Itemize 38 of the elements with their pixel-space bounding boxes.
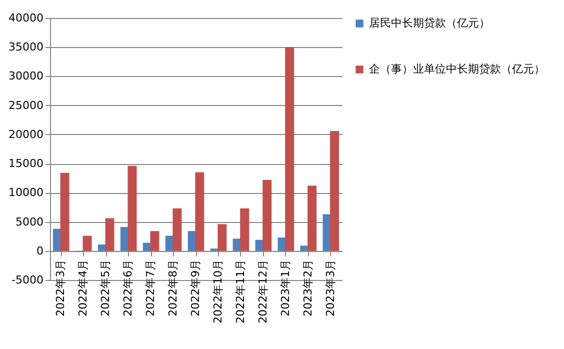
x-tick-label: 2022年7月 — [144, 259, 158, 316]
bar — [218, 224, 227, 251]
bar — [308, 186, 317, 251]
y-tick-label: -5000 — [12, 274, 44, 286]
x-tick-label: 2022年4月 — [76, 259, 90, 316]
y-tick-label: 35000 — [8, 40, 44, 54]
legend-label: 居民中长期贷款（亿元） — [369, 16, 490, 30]
x-tick-label: 2022年10月 — [211, 259, 224, 324]
x-tick-label: 2022年5月 — [99, 259, 112, 316]
bar — [128, 166, 137, 251]
y-tick-label: 0 — [36, 244, 44, 258]
bar — [330, 130, 340, 251]
bar — [82, 236, 92, 251]
y-tick-label: 10000 — [8, 186, 44, 200]
x-tick-label: 2022年6月 — [122, 259, 135, 316]
y-tick-label: 30000 — [8, 70, 44, 83]
bar — [172, 208, 182, 251]
x-tick-label: 2022年3月 — [54, 259, 68, 316]
x-tick-label: 2022年9月 — [189, 259, 202, 316]
x-tick-label: 2022年12月 — [256, 259, 270, 324]
y-tick-label: 20000 — [8, 128, 44, 141]
y-tick-label: 40000 — [8, 12, 44, 24]
y-tick-label: 5000 — [16, 215, 44, 228]
x-tick-label: 2023年2月 — [301, 259, 314, 316]
bar — [240, 208, 250, 251]
x-tick-label: 2022年11月 — [234, 259, 247, 324]
bar — [105, 218, 114, 251]
y-tick-label: 25000 — [8, 98, 44, 112]
bar — [195, 172, 204, 251]
y-tick-label: 15000 — [8, 157, 44, 170]
bar — [262, 180, 272, 251]
x-tick-label: 2022年8月 — [166, 259, 180, 316]
legend-label: 企（事）业单位中长期贷款（亿元） — [369, 62, 545, 76]
x-tick-label: 2023年3月 — [324, 259, 337, 316]
x-tick-label: 2023年1月 — [278, 259, 292, 316]
bar — [285, 47, 294, 251]
bar — [60, 172, 70, 251]
bar — [150, 231, 160, 251]
